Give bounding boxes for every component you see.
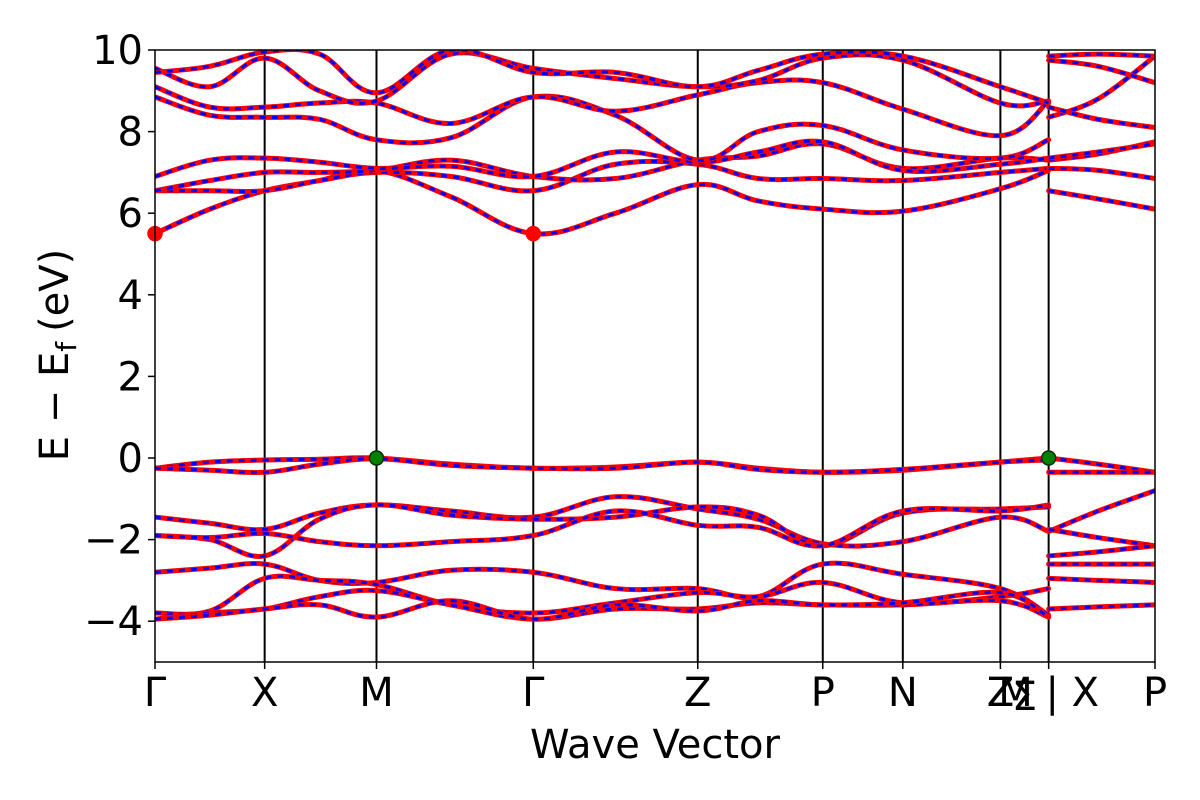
x-tick-label-3: Γ [522,670,545,716]
band-overlay-30 [1048,105,1155,130]
extremum-marker-1 [525,225,542,242]
band-overlay-16 [155,50,1050,105]
band-overlay-32 [1048,52,1155,58]
x-tick-label-sigma: Σ [1012,674,1037,720]
x-tick-label-7: Z [987,670,1014,716]
band-overlay-26 [1048,166,1155,181]
x-tick-label-6: N [888,670,918,716]
band-2 [155,494,1052,549]
x-tick-label-1: X [251,670,278,716]
y-axis-label-main: E − E [32,352,78,462]
band-overlay-17 [1048,456,1155,474]
band-overlay-4 [155,503,1049,548]
band-overlay-28 [1048,142,1155,160]
y-axis-label-unit: (eV) [32,249,78,332]
band-overlay-24 [1048,603,1155,611]
x-tick-label-9: P [1143,670,1167,716]
y-axis-label-sub: f [50,341,83,352]
x-axis-label: Wave Vector [530,722,781,768]
x-tick-label-2: M [359,670,394,716]
y-tick-label-7: 10 [92,28,143,74]
band-overlay-25 [1048,189,1155,211]
band-overlay-12 [155,139,1049,179]
x-tick-label-8: M | X [998,670,1099,716]
x-tick-label-0: Γ [144,670,167,716]
band-8 [155,589,1052,622]
band-overlay-23 [1048,576,1155,584]
y-tick-label-5: 6 [118,191,143,237]
band-curves [155,50,1155,622]
extremum-marker-2 [368,450,385,466]
extremum-marker-3 [1040,450,1057,466]
y-tick-label-0: −4 [84,599,143,645]
y-tick-label-3: 2 [118,354,143,400]
band-overlay-10 [155,159,1049,194]
band-overlay-21 [1048,544,1155,558]
x-tick-label-4: Z [684,670,711,716]
y-tick-label-2: 0 [118,436,143,482]
y-tick-label-1: −2 [84,518,143,564]
plot-area [155,50,1155,662]
band-overlay-19 [1048,489,1155,533]
y-axis-label: E − Ef (eV) [32,249,83,462]
band-overlay-5 [155,561,1050,617]
plot-background [155,50,1155,662]
y-tick-label-4: 4 [118,273,143,319]
band-overlay-15 [155,51,1049,108]
band-overlay-31 [1048,58,1155,85]
plot-frame [154,49,1156,663]
band-overlay-29 [1048,54,1155,119]
y-tick-label-6: 8 [118,110,143,156]
band-overlay-1 [155,457,1049,475]
x-tick-label-5: P [811,670,835,716]
band-overlay-20 [1048,527,1155,548]
band-overlay-14 [155,78,1050,138]
